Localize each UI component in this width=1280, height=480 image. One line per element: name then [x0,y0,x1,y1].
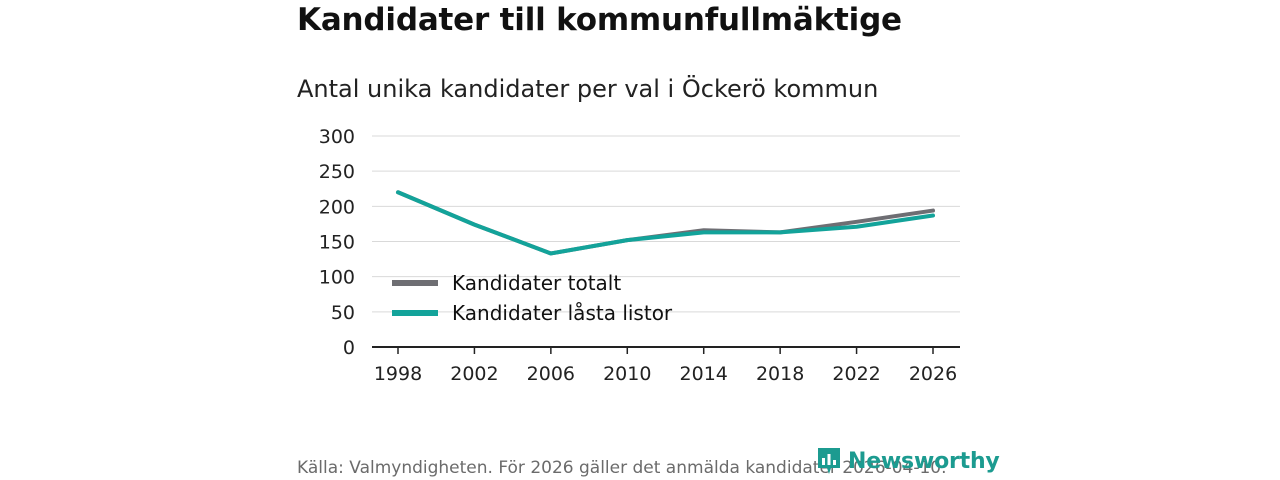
legend-swatch [392,310,438,316]
legend-swatch [392,280,438,286]
chart-title: Kandidater till kommunfullmäktige [297,2,902,38]
y-tick-label: 300 [319,126,355,148]
x-tick-label: 2022 [832,363,880,385]
series-line-totalt [396,190,935,256]
y-tick-label: 100 [319,267,355,289]
y-tick-label: 200 [319,196,355,218]
chart-subtitle: Antal unika kandidater per val i Öckerö … [297,75,879,103]
gridlines [372,135,960,313]
legend: Kandidater totalt Kandidater låsta listor [392,271,673,325]
legend-label: Kandidater totalt [452,271,621,295]
x-tick-label: 2014 [680,363,728,385]
y-axis-ticks: 0 50 100 150 200 250 300 [319,126,355,359]
x-tick-label: 2002 [450,363,498,385]
newsworthy-logo-icon [818,448,840,474]
x-axis-ticks: 1998 2002 2006 2010 2014 2018 2022 2026 [374,347,957,385]
source-note: Källa: Valmyndigheten. För 2026 gäller d… [297,458,947,478]
x-tick-label: 2010 [603,363,651,385]
y-tick-label: 50 [331,302,355,324]
x-tick-label: 2026 [909,363,957,385]
brand-name: Newsworthy [848,448,1000,474]
series-lines [396,190,935,256]
y-tick-label: 250 [319,161,355,183]
series-line-lasta-listor [396,190,935,256]
y-tick-label: 0 [343,337,355,359]
legend-label: Kandidater låsta listor [452,301,673,325]
x-tick-label: 1998 [374,363,422,385]
y-tick-label: 150 [319,232,355,254]
x-tick-label: 2018 [756,363,804,385]
newsworthy-brand: Newsworthy [816,446,1000,476]
x-tick-label: 2006 [527,363,575,385]
